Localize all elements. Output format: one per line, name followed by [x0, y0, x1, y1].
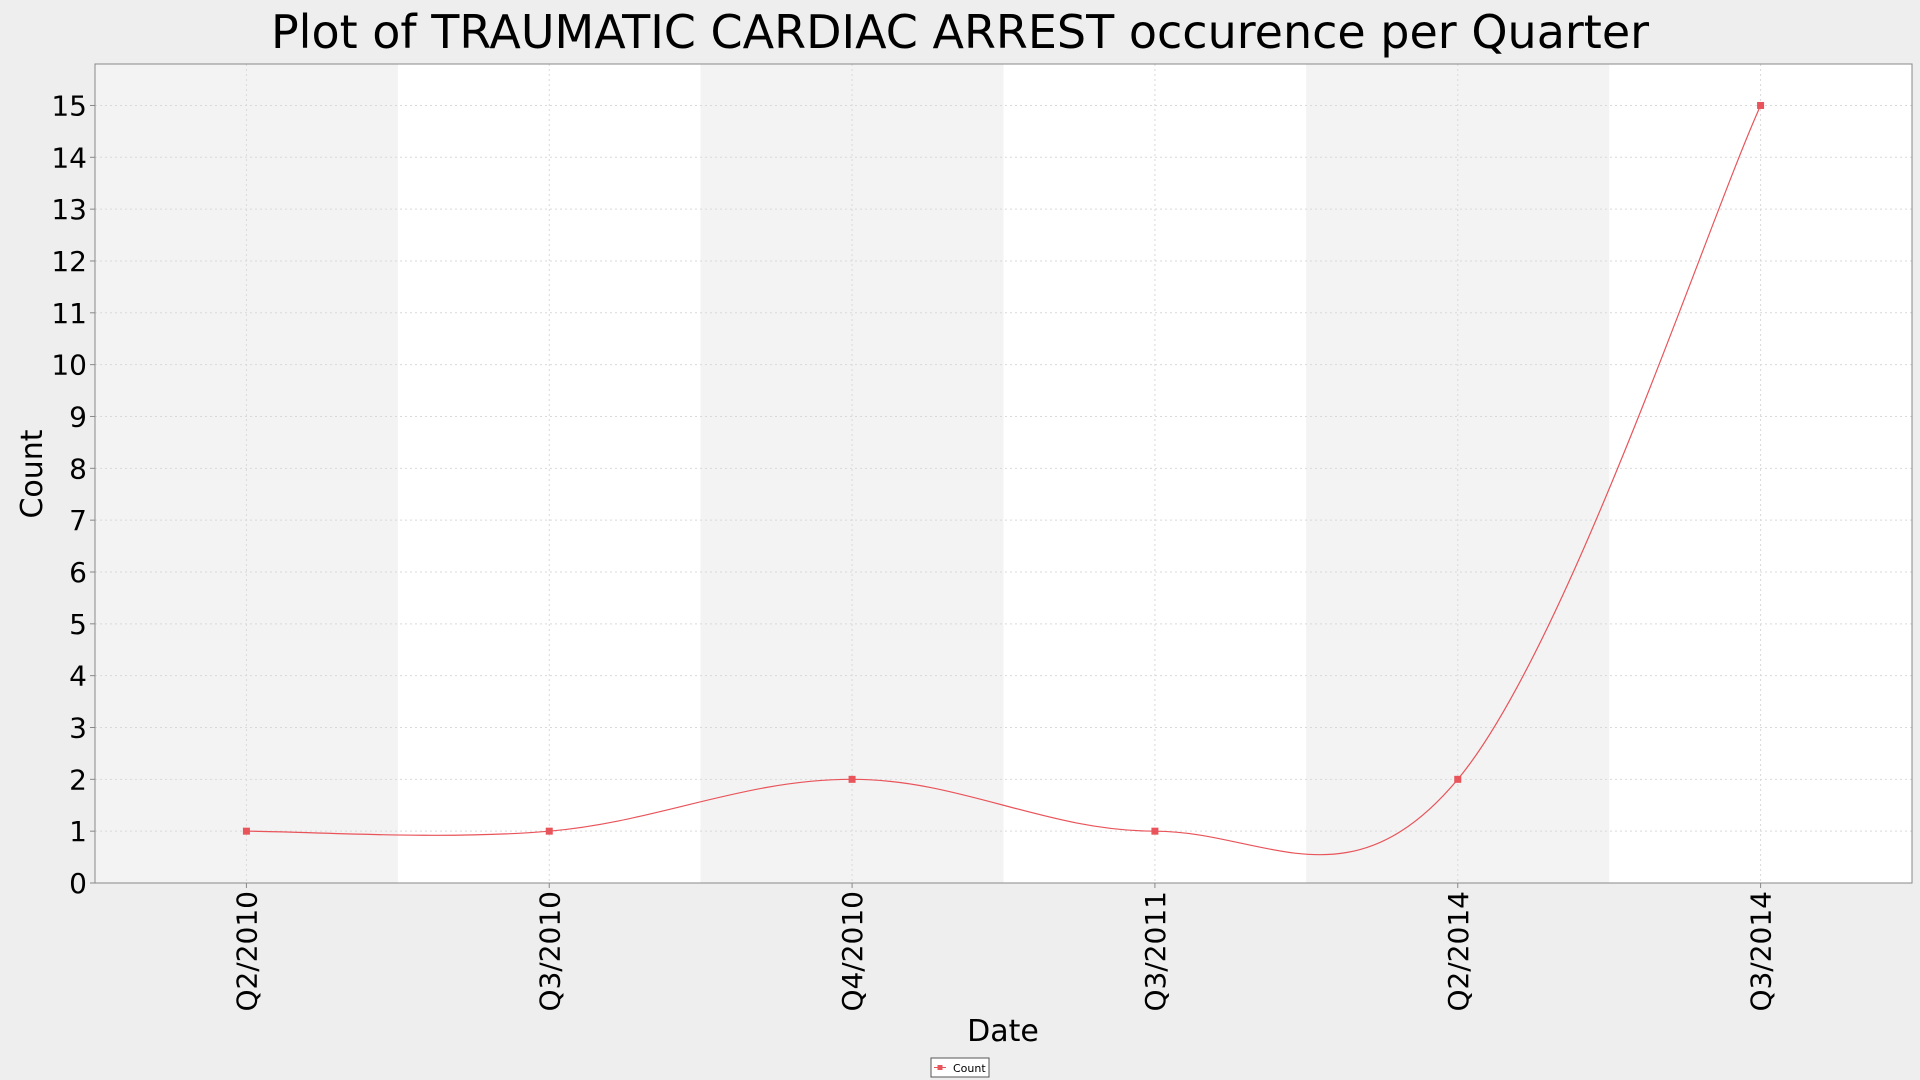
- y-tick-label: 4: [69, 660, 87, 693]
- y-tick-label: 5: [69, 608, 87, 641]
- chart-title: Plot of TRAUMATIC CARDIAC ARREST occuren…: [271, 5, 1649, 59]
- data-point-marker: [1454, 775, 1462, 783]
- legend: Count: [930, 1057, 990, 1078]
- data-point-marker: [848, 775, 856, 783]
- y-tick-label: 8: [69, 452, 87, 485]
- plot-area-border: [94, 63, 1913, 884]
- y-axis-label: Count: [15, 429, 50, 518]
- y-tick-label: 6: [69, 556, 87, 589]
- data-point-marker: [1151, 827, 1159, 835]
- y-tick-label: 15: [51, 89, 87, 122]
- legend-marker-swatch: [937, 1065, 943, 1070]
- x-axis-ticks: Q2/2010 Q3/2010 Q4/2010 Q3/2011 Q2/2014 Q3/20…: [230, 883, 1778, 1012]
- legend-box: [930, 1057, 990, 1078]
- series-line: [246, 105, 1762, 856]
- data-point-marker: [242, 827, 250, 835]
- y-tick-label: 9: [69, 400, 87, 433]
- data-point-marker: [545, 827, 553, 835]
- x-tick-label: Q2/2010: [230, 891, 263, 1012]
- series-layer: [242, 101, 1765, 856]
- x-axis-label: Date: [967, 1014, 1039, 1049]
- y-tick-label: 10: [51, 349, 87, 382]
- y-tick-label: 13: [51, 193, 87, 226]
- x-tick-label: Q2/2014: [1442, 891, 1475, 1012]
- x-tick-label: Q3/2010: [533, 891, 566, 1012]
- x-tick-label: Q3/2014: [1745, 891, 1778, 1012]
- y-tick-label: 1: [69, 815, 87, 848]
- y-tick-label: 14: [51, 141, 87, 174]
- y-tick-label: 12: [51, 245, 87, 278]
- grid-lines: [95, 64, 1912, 884]
- y-tick-label: 7: [69, 504, 87, 537]
- x-tick-label: Q4/2010: [836, 891, 869, 1012]
- y-tick-label: 3: [69, 711, 87, 744]
- y-tick-label: 2: [69, 763, 87, 796]
- legend-label: Count: [953, 1062, 986, 1075]
- plot-bands: [95, 64, 1912, 883]
- data-point-marker: [1757, 101, 1765, 109]
- x-tick-label: Q3/2011: [1139, 891, 1172, 1012]
- y-tick-label: 0: [69, 867, 87, 900]
- y-tick-label: 11: [51, 297, 87, 330]
